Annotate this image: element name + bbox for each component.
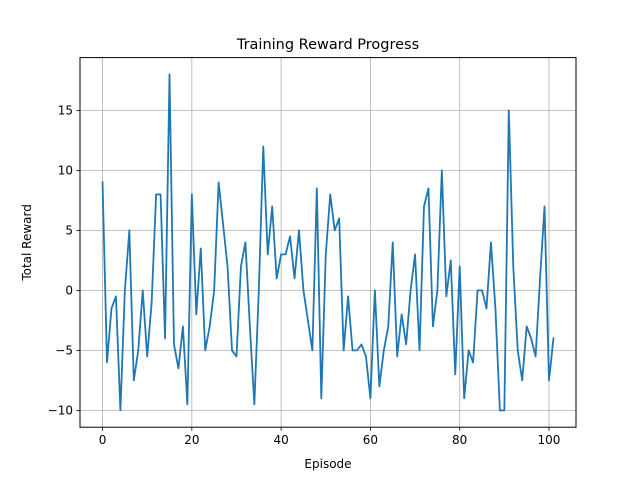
ticks-layer: 0 20 40 60 80 100 −10 −5 0 5 10 15 (48, 103, 561, 447)
y-tick-label: 10 (58, 163, 73, 177)
x-tick-label: 20 (184, 433, 199, 447)
y-tick-label: −5 (55, 343, 73, 357)
x-tick-label: 100 (538, 433, 561, 447)
series-line (101, 73, 555, 412)
x-axis-title: Episode (304, 457, 351, 471)
y-tick-label: 0 (65, 283, 73, 297)
x-tick-label: 80 (452, 433, 467, 447)
series-layer (101, 73, 555, 412)
x-tick-label: 40 (273, 433, 288, 447)
y-tick-label: 5 (65, 223, 73, 237)
plot-frame (79, 57, 577, 428)
x-tick-label: 0 (99, 433, 107, 447)
y-tick-label: 15 (58, 103, 73, 117)
x-tick-label: 60 (363, 433, 378, 447)
chart-title: Training Reward Progress (236, 37, 419, 53)
y-axis-title: Total Reward (20, 204, 34, 282)
grid-lines (80, 57, 576, 428)
y-tick-label: −10 (48, 403, 73, 417)
